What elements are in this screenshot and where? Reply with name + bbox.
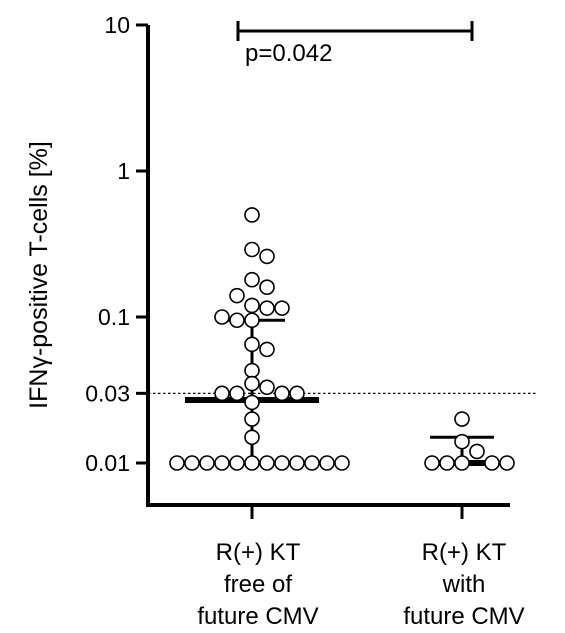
data-point-0-17 (229, 385, 245, 402)
x-category-label-1-line-1: with (442, 571, 486, 598)
data-point-0-22 (244, 411, 260, 427)
y-axis-label: IFNγ-positive T-cells [%] (25, 141, 53, 409)
data-point-0-32 (184, 455, 200, 471)
x-category-label-1-line-0: R(+) KT (422, 539, 507, 566)
p-value-label: p=0.042 (245, 40, 332, 67)
y-tick-label: 0.03 (85, 380, 130, 406)
data-point-0-9 (244, 312, 260, 329)
data-point-0-13 (259, 341, 275, 358)
data-point-1-2 (469, 443, 485, 460)
x-category-label-0-line-0: R(+) KT (216, 539, 301, 566)
significance-annotation: p=0.042 (236, 20, 474, 67)
data-point-0-35 (334, 455, 350, 471)
data-point-0-25 (259, 455, 275, 471)
axes: 10 1 0.1 0.03 0.01 (85, 12, 510, 519)
data-point-0-18 (274, 385, 290, 402)
data-point-0-19 (214, 385, 230, 402)
data-point-0-5 (244, 297, 260, 314)
data-point-0-34 (169, 455, 185, 471)
data-point-0-14 (244, 362, 260, 379)
data-point-0-15 (244, 375, 260, 392)
data-point-1-7 (499, 455, 515, 471)
data-point-0-3 (244, 271, 260, 288)
data-point-0-10 (229, 312, 245, 329)
data-point-0-7 (259, 300, 275, 316)
x-category-labels: R(+) KT free of future CMV R(+) KT with futur… (197, 539, 524, 630)
data-point-0-12 (244, 336, 260, 353)
y-tick-label: 10 (104, 12, 130, 38)
y-tick-label: 1 (117, 158, 130, 184)
x-category-label-1-line-2: future CMV (403, 603, 524, 630)
data-point-0-29 (289, 455, 305, 471)
data-point-0-21 (244, 394, 260, 411)
data-point-0-23 (244, 429, 260, 446)
data-point-1-1 (454, 433, 470, 450)
data-point-1-0 (454, 411, 470, 427)
data-point-0-33 (319, 455, 335, 471)
data-point-0-28 (214, 455, 230, 471)
data-point-1-5 (484, 455, 500, 471)
data-point-0-26 (229, 455, 245, 471)
y-tick-label: 0.1 (98, 304, 130, 330)
x-category-label-0-line-1: free of (224, 571, 292, 598)
data-point-0-11 (214, 309, 230, 325)
data-point-0-2 (259, 248, 275, 265)
data-point-0-0 (244, 207, 260, 223)
data-point-0-16 (259, 379, 275, 396)
y-tick-label: 0.01 (85, 450, 130, 476)
data-point-1-4 (439, 455, 455, 471)
x-category-label-0-line-2: future CMV (197, 603, 318, 630)
data-points (169, 207, 515, 471)
data-point-1-3 (454, 455, 470, 471)
data-point-0-6 (229, 287, 245, 304)
data-point-1-6 (424, 455, 440, 471)
data-point-0-31 (304, 455, 320, 471)
data-point-0-4 (259, 279, 275, 295)
data-point-0-30 (199, 455, 215, 471)
data-point-0-27 (274, 455, 290, 471)
data-point-0-1 (244, 241, 260, 258)
data-point-0-24 (244, 455, 260, 471)
data-point-0-20 (289, 385, 305, 402)
data-point-0-8 (274, 300, 290, 316)
